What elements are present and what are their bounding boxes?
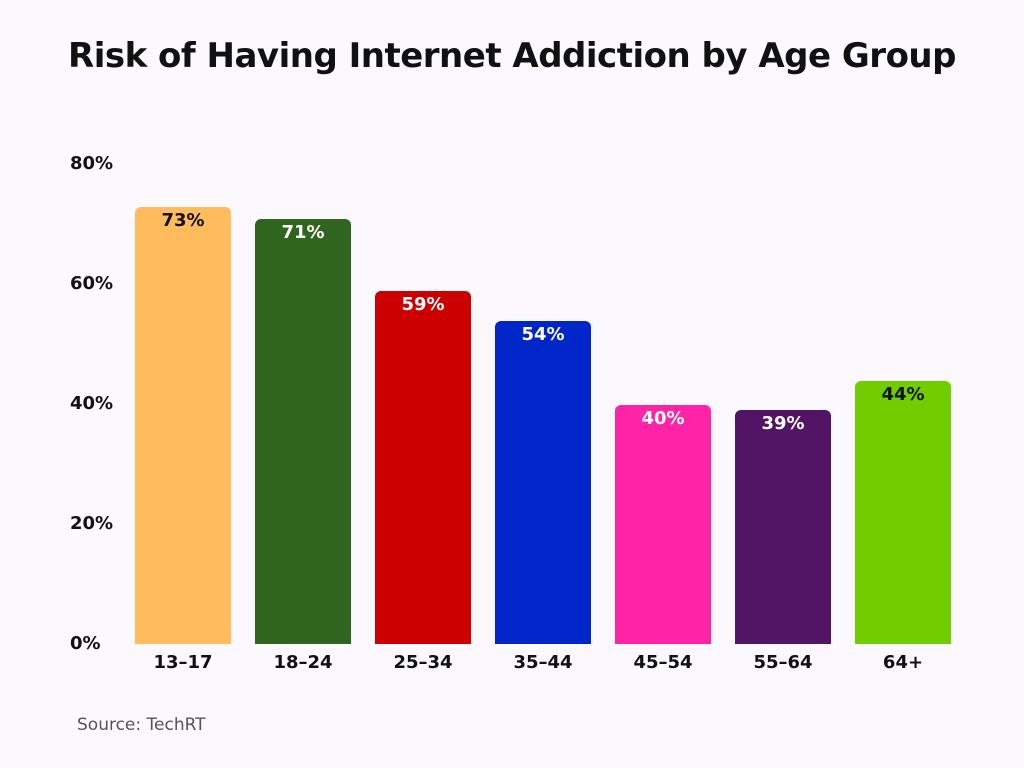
bar-value-label: 44% [881,383,925,405]
chart-title: Risk of Having Internet Addiction by Age… [68,36,956,76]
bar-25–34: 59% [375,290,471,644]
x-tick-label: 64+ [882,652,924,673]
bar-value-label: 59% [401,293,445,315]
bar-value-label: 71% [281,221,325,243]
bar-45–54: 40% [615,404,711,644]
bar-18–24: 71% [255,218,351,644]
x-tick-label: 35–44 [513,652,573,673]
bar-value-label: 73% [161,209,205,231]
x-tick-label: 13–17 [153,652,213,673]
source-note: Source: TechRT [77,715,206,735]
x-tick-label: 18–24 [273,652,333,673]
bar-13–17: 73% [135,206,231,644]
y-tick-80: 80% [70,153,114,174]
y-tick-60: 60% [70,273,114,294]
bar-35–44: 54% [495,320,591,644]
y-tick-20: 20% [70,513,114,534]
bar-value-label: 39% [761,413,805,435]
bar-64+: 44% [855,380,951,644]
bar-55–64: 39% [735,410,831,644]
y-tick-0: 0% [70,633,101,654]
x-tick-label: 25–34 [393,652,453,673]
bar-value-label: 54% [521,323,565,345]
bar-value-label: 40% [641,407,685,429]
x-tick-label: 45–54 [633,652,693,673]
y-tick-40: 40% [70,393,114,414]
x-tick-label: 55–64 [753,652,813,673]
